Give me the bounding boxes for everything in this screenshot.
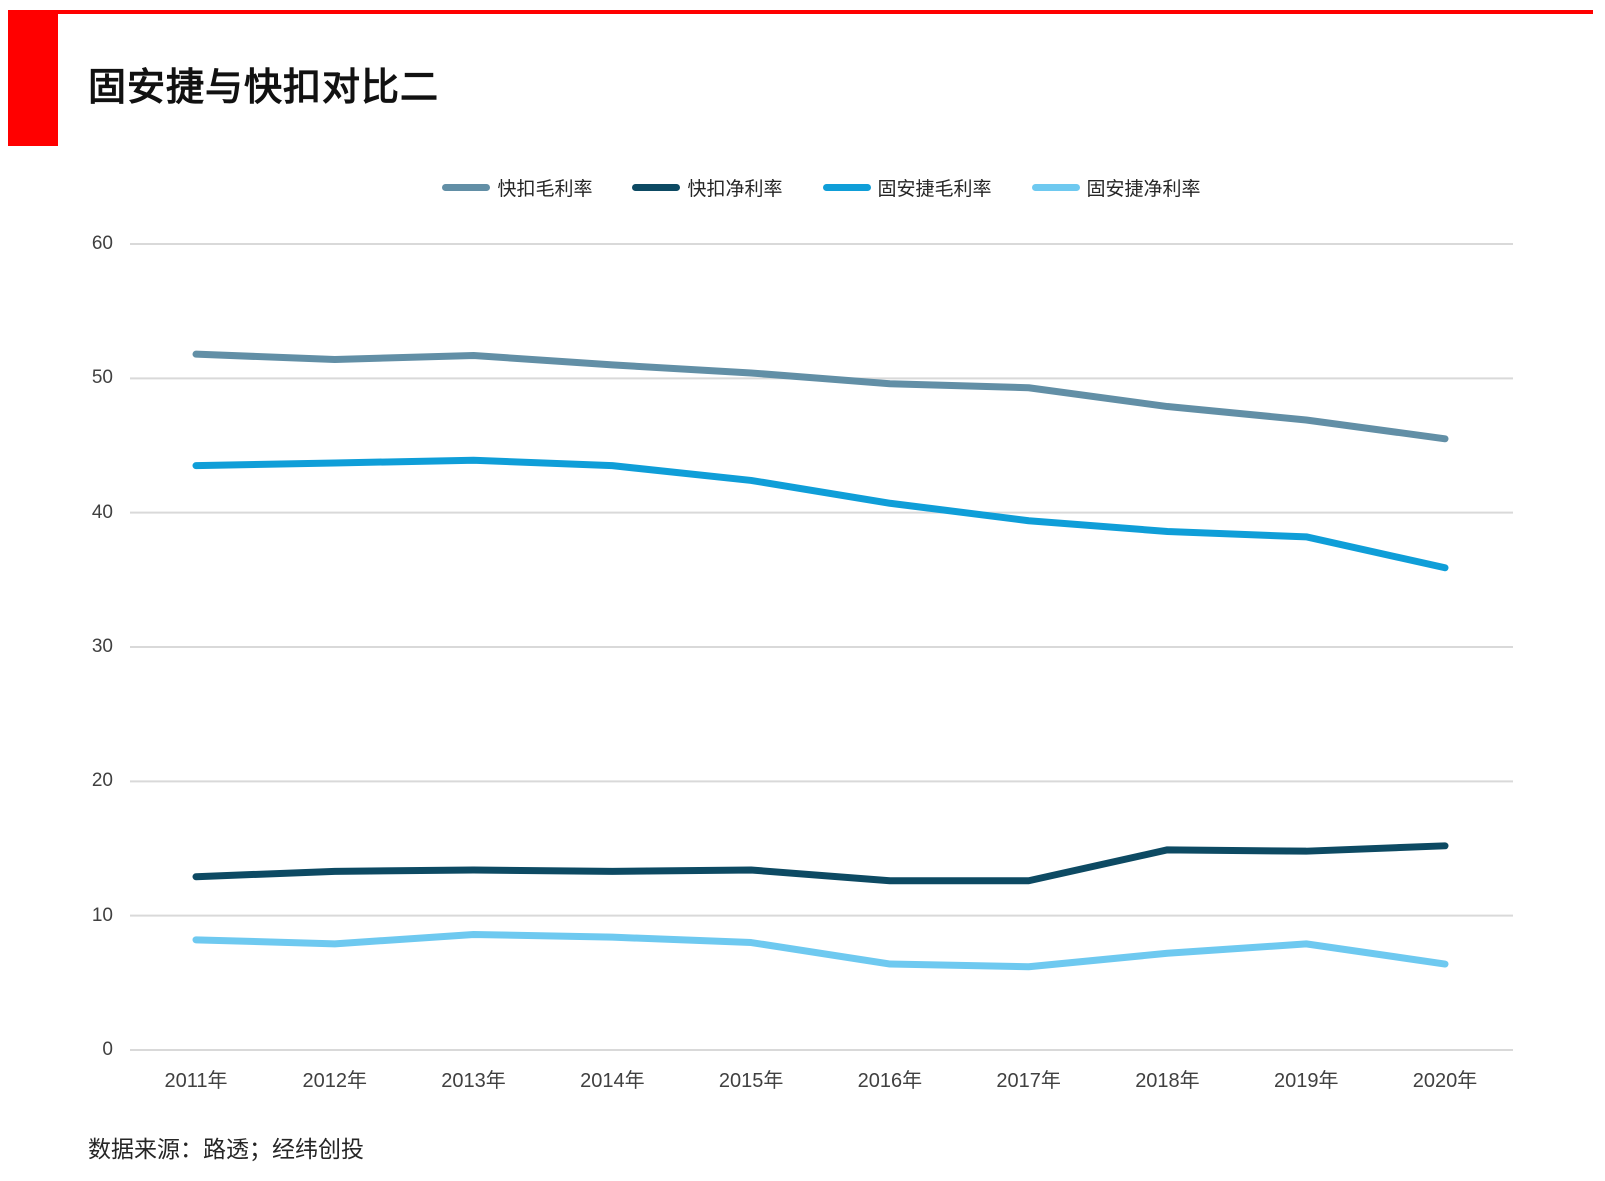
legend-label: 固安捷净利率 — [1086, 179, 1201, 200]
series-line-快扣毛利率 — [192, 350, 1449, 443]
legend-label: 快扣毛利率 — [497, 179, 593, 200]
legend-line-swatch — [822, 184, 871, 191]
chart-legend: 快扣毛利率 快扣净利率 固安捷毛利率 固安捷净利率 — [130, 174, 1513, 201]
series-line-固安捷毛利率 — [192, 456, 1449, 572]
legend-label: 固安捷毛利率 — [877, 179, 992, 200]
legend-item-fastenal-net: 快扣净利率 — [632, 174, 783, 201]
y-axis-tick: 20 — [91, 770, 113, 792]
x-axis-tick: 2019年 — [1273, 1070, 1339, 1092]
legend-label: 快扣净利率 — [687, 179, 783, 200]
y-axis-tick: 30 — [91, 636, 113, 657]
page-title: 固安捷与快扣对比二 — [88, 67, 440, 109]
legend-line-swatch — [442, 184, 491, 191]
y-axis-tick: 60 — [91, 233, 113, 254]
series-line-固安捷净利率 — [192, 930, 1449, 971]
legend-item-grainger-gross: 固安捷毛利率 — [822, 174, 992, 201]
x-axis-tick: 2013年 — [441, 1070, 506, 1092]
series-line-快扣净利率 — [192, 842, 1449, 885]
x-axis-tick: 2014年 — [580, 1070, 645, 1092]
y-axis-tick: 40 — [91, 501, 113, 523]
x-axis-tick: 2017年 — [996, 1070, 1061, 1092]
legend-line-swatch — [632, 184, 681, 191]
legend-line-swatch — [1031, 184, 1080, 191]
x-axis-tick: 2020年 — [1412, 1070, 1478, 1092]
y-axis-tick: 10 — [91, 904, 113, 926]
x-axis-tick: 2016年 — [857, 1070, 923, 1092]
y-axis-tick: 0 — [102, 1039, 113, 1060]
y-axis-tick: 50 — [91, 367, 113, 389]
x-axis-tick: 2015年 — [718, 1070, 784, 1092]
x-axis-tick: 2011年 — [164, 1070, 228, 1092]
x-axis-tick: 2012年 — [302, 1070, 368, 1092]
legend-item-fastenal-gross: 快扣毛利率 — [442, 174, 592, 201]
red-accent-block — [8, 10, 58, 146]
red-top-rule — [8, 10, 1593, 14]
x-axis-tick: 2018年 — [1135, 1070, 1200, 1092]
legend-item-grainger-net: 固安捷净利率 — [1031, 174, 1201, 201]
source-note: 数据来源：路透；经纬创投 — [88, 1137, 364, 1162]
